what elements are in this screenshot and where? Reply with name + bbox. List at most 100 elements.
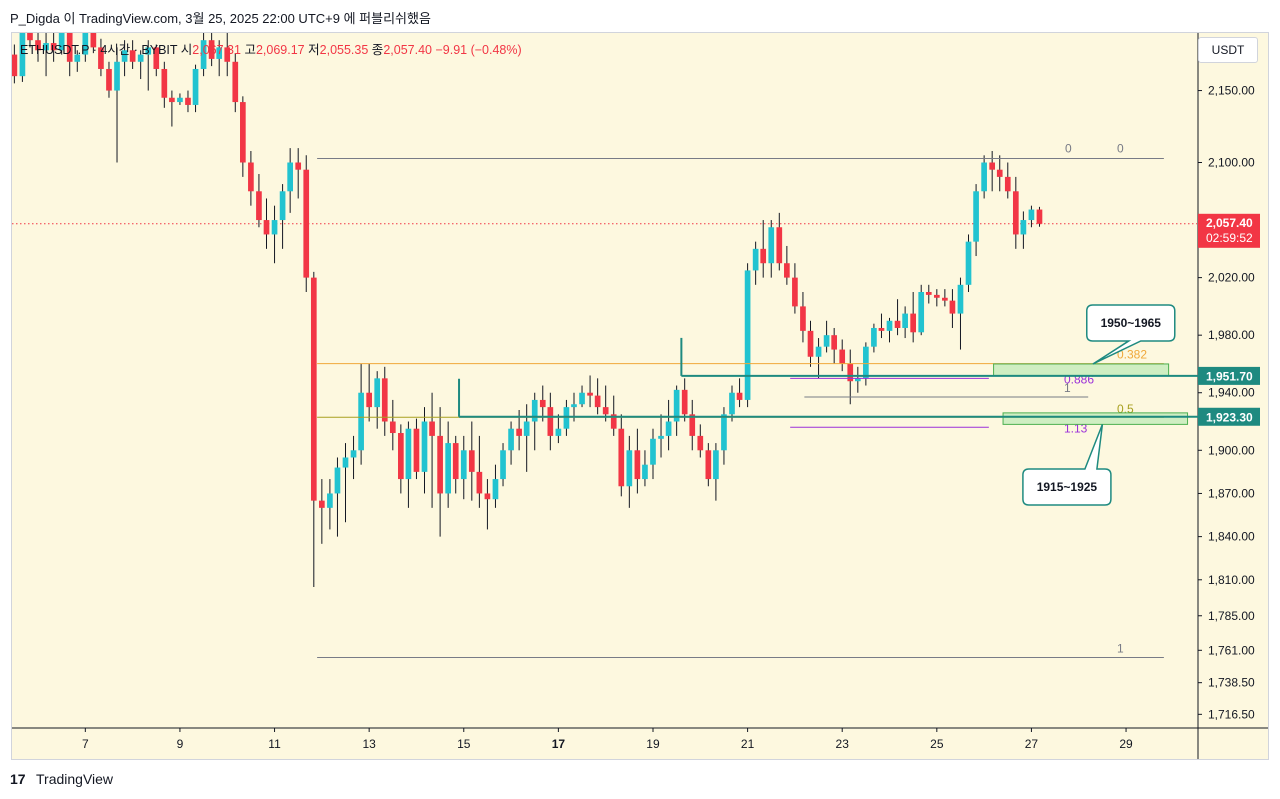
y-tick-label: 2,150.00: [1208, 84, 1255, 98]
y-tick-label: 1,840.00: [1208, 530, 1255, 544]
candle: [129, 50, 136, 62]
y-tick-label: 1,870.00: [1208, 486, 1255, 500]
candle: [973, 191, 979, 242]
fib-label-1: 1: [1117, 641, 1124, 655]
x-tick-label: 19: [646, 737, 660, 751]
candle: [1028, 209, 1035, 221]
line-1923-tag: [1198, 407, 1260, 426]
currency-button[interactable]: USDT: [1198, 37, 1258, 63]
candle: [658, 435, 664, 439]
candle: [918, 292, 925, 333]
chart-frame[interactable]: ETHUSDT.P · 4시간 · BYBIT 시2,067.31 고2,069…: [11, 32, 1269, 760]
candle: [492, 479, 499, 500]
candle: [965, 241, 972, 285]
footer: 17 TradingView: [0, 763, 1280, 799]
close-value: 2,057.40: [383, 43, 432, 57]
candle: [310, 277, 317, 501]
x-tick-label: 17: [552, 737, 566, 751]
tradingview-logo-icon[interactable]: 17: [10, 771, 26, 787]
callout-upper: 1950~1965: [1086, 304, 1176, 365]
candle: [74, 54, 81, 62]
candle: [579, 392, 585, 405]
candle: [98, 47, 104, 69]
candle: [626, 450, 633, 487]
candle: [547, 407, 554, 436]
candle: [689, 414, 696, 436]
candle: [1012, 191, 1019, 235]
candle: [563, 407, 570, 429]
y-tick-label: 1,810.00: [1208, 573, 1255, 587]
callout-lower-bubble: [1022, 424, 1112, 506]
chart-background: [12, 33, 1268, 759]
candle: [279, 191, 286, 221]
low-label: 저: [308, 43, 320, 57]
current-price-value: 2,057.40: [1206, 216, 1253, 230]
candle: [263, 220, 270, 235]
candle: [650, 438, 656, 465]
candle: [815, 346, 822, 357]
candle: [729, 392, 735, 415]
candle: [500, 450, 506, 480]
candle: [106, 68, 112, 91]
fib-label-0: 0: [1065, 141, 1072, 155]
candle: [43, 43, 49, 51]
candle: [942, 297, 948, 301]
candle: [768, 227, 775, 264]
candle: [949, 300, 956, 314]
candle: [681, 389, 688, 415]
candle: [327, 493, 333, 508]
candle: [634, 450, 641, 480]
x-tick-label: 21: [741, 737, 755, 751]
candle: [665, 421, 672, 436]
candle: [831, 335, 838, 350]
candle: [800, 306, 806, 331]
candle: [248, 162, 254, 192]
candle: [153, 47, 160, 69]
candle: [208, 40, 215, 59]
candle: [981, 162, 987, 192]
candle: [12, 54, 18, 77]
low-value: 2,055.35: [319, 43, 369, 57]
high-value: 2,069.17: [255, 43, 305, 57]
y-tick-label: 1,940.00: [1208, 386, 1255, 400]
candle: [807, 330, 814, 357]
footer-brand[interactable]: TradingView: [36, 771, 114, 787]
high-label: 고: [244, 43, 256, 57]
candle: [721, 414, 727, 451]
current-price-tag: [1198, 213, 1260, 248]
candle: [713, 450, 719, 480]
fib-label-1: 1: [1064, 381, 1071, 395]
zone-lower: [1002, 412, 1189, 425]
y-tick-label: 1,980.00: [1208, 328, 1255, 342]
candle: [366, 392, 372, 408]
candle: [398, 433, 404, 480]
candle: [618, 428, 625, 487]
candle: [523, 421, 530, 436]
callout-lower: 1915~1925: [1022, 424, 1112, 506]
y-tick-label: 1,900.00: [1208, 443, 1255, 457]
candle: [760, 248, 767, 264]
close-label: 종: [371, 43, 384, 57]
candle: [224, 47, 231, 62]
x-tick-label: 7: [82, 737, 89, 751]
candle: [374, 378, 381, 408]
candle: [697, 435, 704, 451]
candle: [256, 191, 262, 221]
candle: [58, 33, 65, 51]
fib-label-0: 0: [1117, 141, 1124, 155]
symbol-name[interactable]: ETHUSDT.P · 4시간 · BYBIT: [20, 43, 178, 57]
x-tick-label: 27: [1025, 737, 1039, 751]
candle: [847, 363, 854, 382]
candle: [421, 421, 428, 472]
attribution-bar: P_Digda 이 TradingView.com, 3월 25, 2025 2…: [0, 0, 1280, 32]
line-1951-tag: [1198, 366, 1260, 385]
candle: [910, 313, 917, 333]
price-chart[interactable]: 010.3820.500.88611.131,951.701,923.30195…: [12, 33, 1269, 760]
candle: [405, 428, 412, 480]
x-tick-label: 13: [362, 737, 376, 751]
candle: [413, 428, 420, 472]
candle: [925, 292, 932, 295]
candle: [602, 407, 609, 415]
candle: [571, 404, 577, 408]
y-tick-label: 1,738.50: [1208, 676, 1255, 690]
